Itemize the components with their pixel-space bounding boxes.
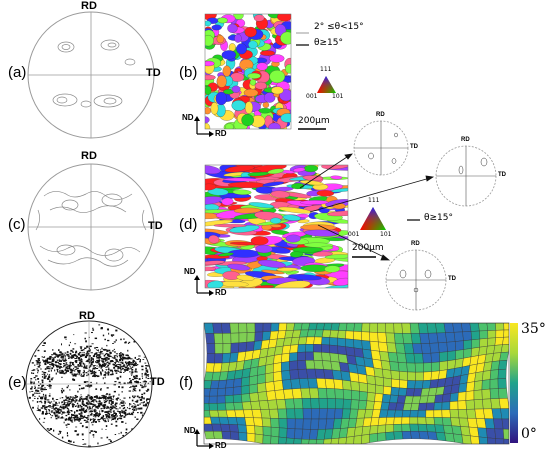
colorbar (510, 323, 518, 443)
rd-axis-f: RD (215, 441, 227, 450)
ipf-top-d: 111 (368, 197, 380, 204)
nd-axis-d: ND (184, 267, 196, 276)
inset-pole-figure-3 (385, 249, 447, 311)
rd-axis-d: RD (215, 288, 227, 297)
ipf-left-d: 001 (348, 231, 360, 238)
panel-label-b: (b) (179, 64, 198, 81)
panel-label-d: (d) (179, 216, 198, 233)
ipf-top-b: 111 (320, 66, 332, 73)
inset2-td: TD (498, 172, 506, 178)
ipf-left-b: 001 (306, 93, 318, 100)
legend-high-b: θ≥15° (314, 38, 343, 48)
ebsd-map-d (194, 153, 435, 296)
ipf-right-d: 101 (380, 231, 392, 238)
td-label-e: TD (150, 376, 165, 388)
pole-figure-e (25, 320, 153, 448)
td-label-a: TD (146, 67, 161, 79)
inset-pole-figure-2 (435, 145, 497, 207)
ipf-right-b: 101 (332, 93, 344, 100)
rd-label-e: RD (79, 310, 95, 322)
td-label-c: TD (148, 220, 163, 232)
pole-figure-a (27, 11, 155, 139)
inset1-td: TD (410, 144, 418, 150)
inset3-rd: RD (411, 241, 420, 247)
scale-bar-b: 200μm (298, 116, 330, 126)
legend-high-d: θ≥15° (424, 213, 453, 223)
colorbar-min: 0° (521, 426, 537, 442)
inset3-td: TD (448, 276, 456, 282)
panel-label-e: (e) (8, 374, 27, 391)
legend-low-b: 2° ≤θ<15° (314, 22, 364, 32)
inset1-rd: RD (376, 112, 385, 118)
scale-bar-d: 200μm (352, 243, 384, 253)
inset-pole-figure-1 (353, 120, 409, 176)
misorientation-mesh-f (194, 322, 518, 449)
colorbar-max: 35° (521, 321, 546, 337)
inset2-rd: RD (461, 137, 470, 143)
panel-label-c: (c) (8, 216, 26, 233)
rd-label-c: RD (81, 150, 97, 162)
pole-figure-c (27, 163, 155, 291)
panel-label-a: (a) (8, 64, 27, 81)
nd-axis-f: ND (184, 426, 196, 435)
rd-label-a: RD (81, 0, 97, 12)
ebsd-map-b (194, 13, 336, 137)
rd-axis-b: RD (215, 129, 227, 138)
panel-label-f: (f) (179, 374, 194, 391)
nd-axis-b: ND (182, 113, 194, 122)
